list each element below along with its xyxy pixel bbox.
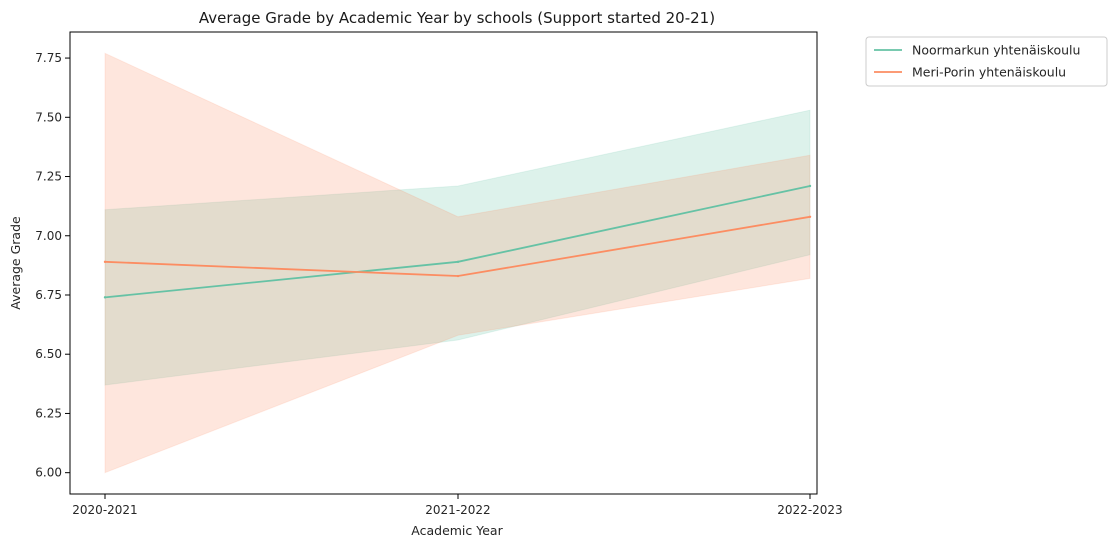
series-2-point bbox=[456, 274, 460, 278]
y-tick-label: 6.25 bbox=[35, 406, 62, 420]
y-tick-label: 6.75 bbox=[35, 288, 62, 302]
series-2-point bbox=[103, 260, 107, 264]
x-tick-label: 2021-2022 bbox=[425, 503, 490, 517]
legend-label-2: Meri-Porin yhtenäiskoulu bbox=[912, 65, 1066, 80]
confidence-bands bbox=[104, 52, 811, 474]
x-tick-label: 2020-2021 bbox=[72, 503, 137, 517]
y-tick-label: 7.50 bbox=[35, 110, 62, 124]
x-tick-label: 2022-2023 bbox=[777, 503, 842, 517]
legend: Noormarkun yhtenäiskoulu Meri-Porin yhten… bbox=[865, 36, 1108, 87]
y-axis-title: Average Grade bbox=[8, 216, 23, 310]
y-axis: 6.00 6.25 6.50 6.75 7.00 7.25 7.50 7.75 bbox=[35, 51, 70, 480]
chart-title: Average Grade by Academic Year by school… bbox=[199, 9, 715, 27]
legend-box bbox=[865, 36, 1108, 87]
series-lines bbox=[103, 184, 812, 299]
y-tick-label: 6.50 bbox=[35, 347, 62, 361]
legend-label-1: Noormarkun yhtenäiskoulu bbox=[912, 43, 1080, 58]
series-1-point bbox=[456, 260, 460, 264]
series-1-point bbox=[103, 296, 107, 299]
y-tick-label: 6.00 bbox=[35, 466, 62, 480]
y-tick-label: 7.25 bbox=[35, 170, 62, 184]
y-tick-label: 7.00 bbox=[35, 229, 62, 243]
series-2-point bbox=[808, 215, 812, 218]
confidence-band-1 bbox=[104, 109, 811, 386]
x-axis: 2020-2021 2021-2022 2022-2023 bbox=[72, 494, 843, 517]
y-tick-label: 7.75 bbox=[35, 51, 62, 65]
confidence-band-2 bbox=[104, 52, 811, 474]
x-axis-title: Academic Year bbox=[411, 523, 503, 538]
series-1-point bbox=[808, 184, 812, 188]
plot-frame bbox=[69, 31, 818, 495]
